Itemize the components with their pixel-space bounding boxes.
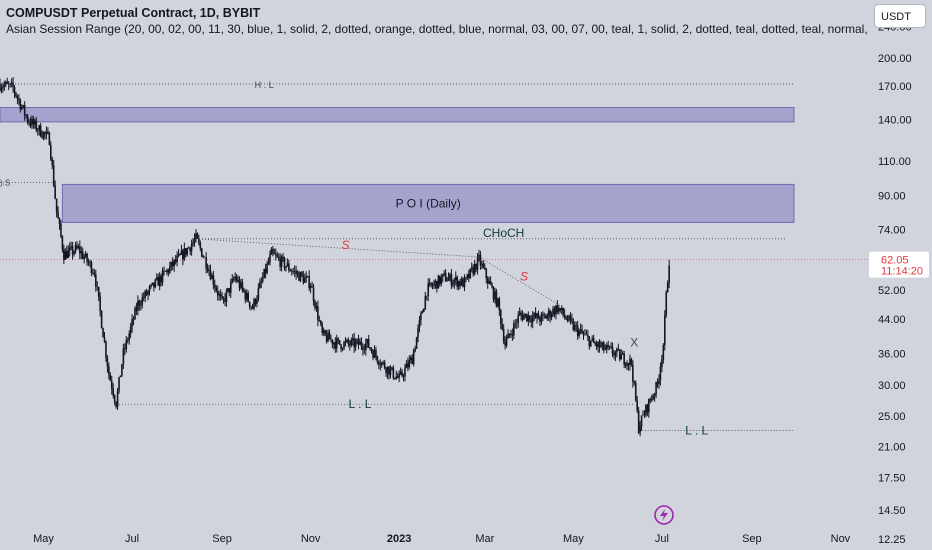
labels-layer: H . L CHoCH L . L L . L S S X ).S xyxy=(0,80,708,438)
currency-selector[interactable]: USDT xyxy=(874,4,926,28)
x-tick-label: May xyxy=(33,533,54,545)
y-tick-label: 17.50 xyxy=(878,473,906,485)
y-tick-label: 110.00 xyxy=(878,156,911,168)
last-price-label: 62.05 xyxy=(881,255,909,267)
zone-label: P O I (Daily) xyxy=(396,196,461,210)
y-axis[interactable]: 240.00200.00170.00140.00110.0090.0074.00… xyxy=(869,22,929,547)
x-tick-label: Sep xyxy=(742,533,762,545)
y-tick-label: 30.00 xyxy=(878,380,906,392)
y-tick-label: 52.00 xyxy=(878,285,906,297)
y-tick-label: 200.00 xyxy=(878,53,912,65)
last-price-badge xyxy=(869,251,929,278)
y-tick-label: 25.00 xyxy=(878,411,906,423)
chart-title: COMPUSDT Perpetual Contract, 1D, BYBIT xyxy=(6,6,261,20)
release-icon[interactable] xyxy=(654,505,674,525)
x-marker: X xyxy=(630,335,638,349)
countdown-label: 11:14:20 xyxy=(881,266,923,278)
x-axis[interactable]: May Jul Sep Nov 2023 Mar May Jul Sep Nov xyxy=(33,533,851,545)
lines-layer xyxy=(0,83,794,431)
indicator-legend[interactable]: Asian Session Range (20, 00, 02, 00, 11,… xyxy=(6,22,868,36)
bos-label: S xyxy=(520,269,528,283)
candles-layer xyxy=(0,77,670,437)
zone-2 xyxy=(61,183,795,223)
level-label: L . L xyxy=(685,424,708,438)
x-tick-label: Nov xyxy=(301,533,321,545)
zone-1 xyxy=(0,107,795,123)
bos-label: S xyxy=(341,238,349,252)
x-tick-label: Sep xyxy=(212,533,232,545)
y-tick-label: 140.00 xyxy=(878,114,912,126)
y-tick-label: 12.25 xyxy=(878,534,906,546)
level-label: L . L xyxy=(349,397,372,411)
y-tick-label: 170.00 xyxy=(878,81,912,93)
x-tick-label: Jul xyxy=(125,533,139,545)
x-tick-label: Mar xyxy=(475,533,494,545)
x-tick-label: Jul xyxy=(655,533,669,545)
level-label: CHoCH xyxy=(483,226,524,240)
x-tick-label: Nov xyxy=(831,533,851,545)
y-tick-label: 21.00 xyxy=(878,441,906,453)
y-tick-label: 14.50 xyxy=(878,505,906,517)
bos-trendline-2 xyxy=(478,256,564,308)
level-label: H . L xyxy=(255,80,274,90)
y-tick-label: 44.00 xyxy=(878,314,906,326)
y-tick-label: 90.00 xyxy=(878,191,906,203)
x-tick-label: 2023 xyxy=(387,533,411,545)
bos-trendline-1 xyxy=(195,238,480,258)
x-tick-label: May xyxy=(563,533,584,545)
zones-layer: P O I (Daily) xyxy=(0,107,868,261)
y-tick-label: 74.00 xyxy=(878,224,906,236)
edge-label: ).S xyxy=(0,179,10,188)
y-tick-label: 36.00 xyxy=(878,348,906,360)
